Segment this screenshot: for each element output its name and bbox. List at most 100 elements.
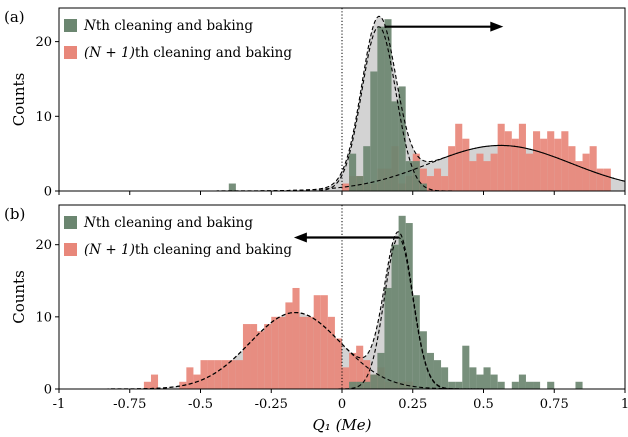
bar-b-s0-20 bbox=[490, 374, 498, 389]
bar-a-s1-37 bbox=[603, 168, 611, 191]
bar-b-s1-27 bbox=[356, 345, 364, 389]
bar-b-s1-16 bbox=[278, 316, 286, 389]
bar-b-s1-13 bbox=[257, 331, 265, 389]
legend-label-b-0: Nth cleaning and baking bbox=[83, 215, 253, 231]
bar-b-s0-3 bbox=[370, 374, 378, 389]
plot-area-a bbox=[59, 15, 625, 191]
x-tick-label-7: 0.75 bbox=[540, 397, 569, 412]
panel-label-a: (a) bbox=[4, 8, 25, 26]
bar-a-s1-11 bbox=[419, 168, 427, 191]
bar-a-s1-22 bbox=[497, 123, 505, 191]
bar-b-s1-21 bbox=[313, 295, 321, 389]
bar-b-s1-5 bbox=[200, 360, 208, 389]
bar-a-s0-3 bbox=[363, 146, 371, 191]
bar-a-s0-2 bbox=[349, 153, 357, 191]
legend-label-b-1: (N + 1)th cleaning and baking bbox=[84, 242, 292, 258]
x-tick-label-1: -0.75 bbox=[113, 397, 146, 412]
y-tick-label-b-0: 0 bbox=[44, 383, 52, 398]
bar-b-s0-15 bbox=[455, 381, 463, 389]
bar-a-s1-20 bbox=[483, 161, 491, 191]
bar-a-s0-1 bbox=[356, 176, 364, 191]
bar-b-s0-8 bbox=[405, 223, 413, 389]
bar-b-s0-4 bbox=[377, 352, 385, 389]
bar-b-s1-23 bbox=[327, 316, 335, 389]
legend-label-prefix: N bbox=[83, 215, 97, 231]
bar-b-s0-25 bbox=[533, 381, 541, 389]
bar-b-s1-12 bbox=[250, 324, 258, 389]
bar-a-s0-0 bbox=[228, 183, 236, 191]
bar-a-s1-27 bbox=[533, 131, 541, 191]
legend-label-rest: th cleaning and baking bbox=[96, 18, 254, 34]
bar-a-s1-24 bbox=[511, 138, 519, 191]
bar-b-s1-11 bbox=[242, 324, 251, 389]
bar-b-s1-0 bbox=[143, 381, 151, 389]
bar-b-s1-1 bbox=[150, 374, 159, 389]
sum-fit-curve-b bbox=[59, 231, 625, 389]
bar-b-s0-9 bbox=[412, 295, 420, 389]
x-tick-label-6: 0.5 bbox=[473, 397, 494, 412]
bar-a-s1-28 bbox=[540, 138, 548, 191]
bar-b-s0-12 bbox=[433, 360, 442, 389]
bar-b-s1-19 bbox=[299, 316, 307, 389]
x-axis-label-text: Q₁ (Me) bbox=[312, 416, 371, 434]
bar-b-s0-21 bbox=[497, 381, 505, 389]
legend-swatch-b-1 bbox=[64, 243, 77, 256]
bar-b-s0-18 bbox=[476, 374, 484, 389]
bar-b-s0-0 bbox=[349, 381, 357, 389]
x-tick-label-4: 0 bbox=[338, 397, 346, 412]
sum-fit-shading-a bbox=[59, 16, 625, 191]
bar-a-s0-8 bbox=[398, 86, 406, 191]
bar-a-s1-25 bbox=[518, 123, 526, 191]
bar-a-s1-23 bbox=[504, 131, 512, 191]
bar-a-s1-14 bbox=[441, 176, 449, 191]
legend-label-a-1: (N + 1)th cleaning and baking bbox=[84, 45, 292, 61]
bar-a-s1-30 bbox=[554, 138, 562, 191]
bar-a-s1-17 bbox=[462, 138, 470, 191]
legend-label-rest: th cleaning and baking bbox=[96, 215, 254, 231]
x-tick-label-0: -1 bbox=[53, 397, 66, 412]
bar-a-s0-5 bbox=[377, 26, 385, 191]
bar-b-s0-27 bbox=[575, 381, 583, 389]
x-tick-label-8: 1 bbox=[621, 397, 628, 412]
panel-label-b: (b) bbox=[4, 205, 25, 223]
legend-swatch-a-0 bbox=[64, 19, 77, 32]
bar-b-s0-11 bbox=[426, 352, 434, 389]
bar-b-s0-17 bbox=[469, 367, 477, 389]
y-tick-label-b-1: 10 bbox=[35, 310, 52, 325]
bar-b-s0-26 bbox=[547, 381, 555, 389]
bar-a-s0-4 bbox=[370, 71, 378, 191]
bar-b-s0-13 bbox=[441, 367, 449, 389]
bar-a-s1-13 bbox=[433, 168, 442, 191]
bar-b-s0-10 bbox=[419, 331, 427, 389]
legend-label-prefix: N bbox=[83, 18, 97, 34]
bar-a-s0-6 bbox=[384, 19, 392, 191]
bar-a-s1-32 bbox=[568, 146, 576, 191]
bar-b-s1-25 bbox=[342, 367, 350, 389]
bar-a-s1-18 bbox=[469, 161, 477, 191]
bar-a-s1-26 bbox=[525, 153, 534, 191]
bar-b-s1-10 bbox=[235, 360, 243, 389]
legend-label-prefix: (N + 1) bbox=[84, 45, 135, 61]
bar-a-s1-35 bbox=[589, 146, 597, 191]
bar-a-s0-7 bbox=[391, 101, 399, 191]
sum-fit-curve-a bbox=[59, 15, 625, 191]
bar-a-s1-29 bbox=[547, 131, 555, 191]
bar-b-s1-14 bbox=[264, 324, 272, 389]
bar-a-s0-9 bbox=[405, 161, 413, 191]
panel-b: 0 10 20 Counts (b) -1 -0.75 -0.5 -0.25 0 0.25 0.5 0.… bbox=[4, 204, 628, 412]
arrow-head-a bbox=[490, 21, 504, 32]
bar-b-s1-9 bbox=[228, 360, 236, 389]
legend-swatch-a-1 bbox=[64, 46, 77, 59]
bar-b-s0-22 bbox=[511, 381, 519, 389]
bar-b-s1-15 bbox=[271, 316, 279, 389]
bar-b-s1-26 bbox=[349, 352, 357, 389]
x-axis-label: Q₁ (Me) bbox=[312, 416, 371, 434]
bar-b-s1-7 bbox=[214, 360, 222, 389]
bar-a-s1-15 bbox=[448, 146, 456, 191]
bar-b-s1-20 bbox=[306, 316, 314, 389]
bar-b-s0-19 bbox=[483, 367, 491, 389]
bar-a-s1-34 bbox=[582, 153, 590, 191]
bar-a-s1-21 bbox=[490, 153, 498, 191]
